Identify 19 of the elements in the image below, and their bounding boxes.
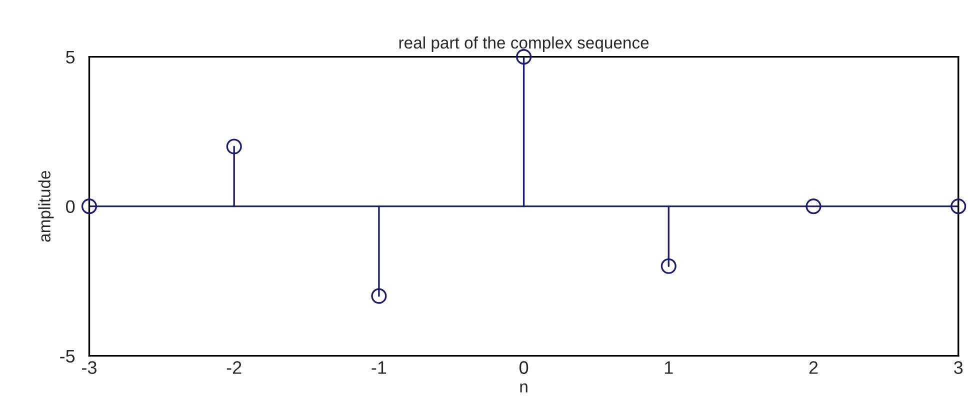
chart-title: real part of the complex sequence [399,36,649,52]
point [226,138,242,154]
point [81,198,98,214]
y-tick-label: 0 [66,200,75,214]
point [806,198,822,214]
point [371,288,387,304]
x-tick-label: -2 [226,361,242,374]
x-tick-label: 0 [519,361,528,374]
x-tick-label: -1 [372,361,386,374]
x-tick-label: 1 [665,361,673,374]
y-tick-label: 5 [66,50,75,64]
point [950,198,966,214]
point [660,258,676,274]
y-tick-label: -5 [60,350,75,363]
x-tick-label: 2 [809,361,818,374]
x-tick-label: -3 [82,361,96,374]
x-axis-title: n [520,383,528,392]
x-tick-label: 3 [954,361,963,374]
y-axis-title: amplitude [38,170,54,242]
